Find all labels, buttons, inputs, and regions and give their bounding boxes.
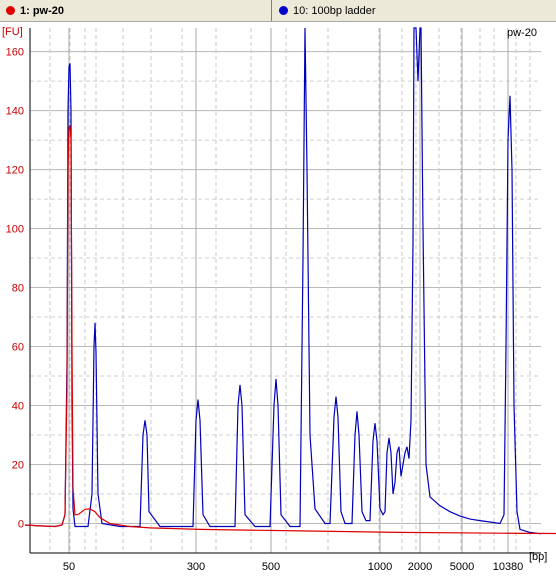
y-tick-label: 120: [6, 165, 24, 177]
y-tick-label: 40: [12, 401, 24, 413]
x-tick-label: 50: [63, 561, 75, 573]
y-tick-label: 80: [12, 283, 24, 295]
sample-tab-bar: 1: pw-20 10: 100bp ladder: [0, 0, 556, 22]
electropherogram-svg: 0 20 40 60 80 100 120 140 160 50 300 500 1000 2000 500…: [2, 26, 556, 573]
y-tick-label: 140: [6, 106, 24, 118]
electropherogram-plot: 0 20 40 60 80 100 120 140 160 50 300 500 1000 2000 500…: [0, 22, 556, 586]
series-line: [24, 27, 542, 535]
x-tick-label: 300: [187, 561, 205, 573]
tab-label: 1: pw-20: [20, 4, 65, 17]
blue-dot-icon: [279, 6, 288, 15]
red-dot-icon: [6, 6, 15, 15]
y-tick-label: 0: [18, 519, 24, 531]
y-tick-label: 60: [12, 342, 24, 354]
x-tick-label: 2000: [408, 561, 432, 573]
y-tick-label: 160: [6, 47, 24, 59]
tab-sample-pw-20[interactable]: 1: pw-20: [0, 0, 272, 21]
tab-label: 10: 100bp ladder: [293, 4, 376, 17]
x-tick-label: 10380: [493, 561, 524, 573]
x-tick-label: 5000: [450, 561, 474, 573]
y-tick-label: 20: [12, 460, 24, 472]
x-tick-label: 1000: [368, 561, 392, 573]
y-axis-unit-label: [FU]: [2, 26, 23, 38]
sample-name-label: pw-20: [507, 27, 537, 39]
x-axis-unit-label: [bp]: [529, 551, 547, 563]
x-tick-label: 500: [262, 561, 280, 573]
y-tick-label: 100: [6, 224, 24, 236]
grid: [30, 28, 541, 553]
axes: 0 20 40 60 80 100 120 140 160 50 300 500 1000 2000 500…: [6, 28, 541, 573]
tab-ladder[interactable]: 10: 100bp ladder: [273, 0, 556, 21]
series-group: [24, 27, 556, 535]
series-line: [24, 125, 556, 535]
